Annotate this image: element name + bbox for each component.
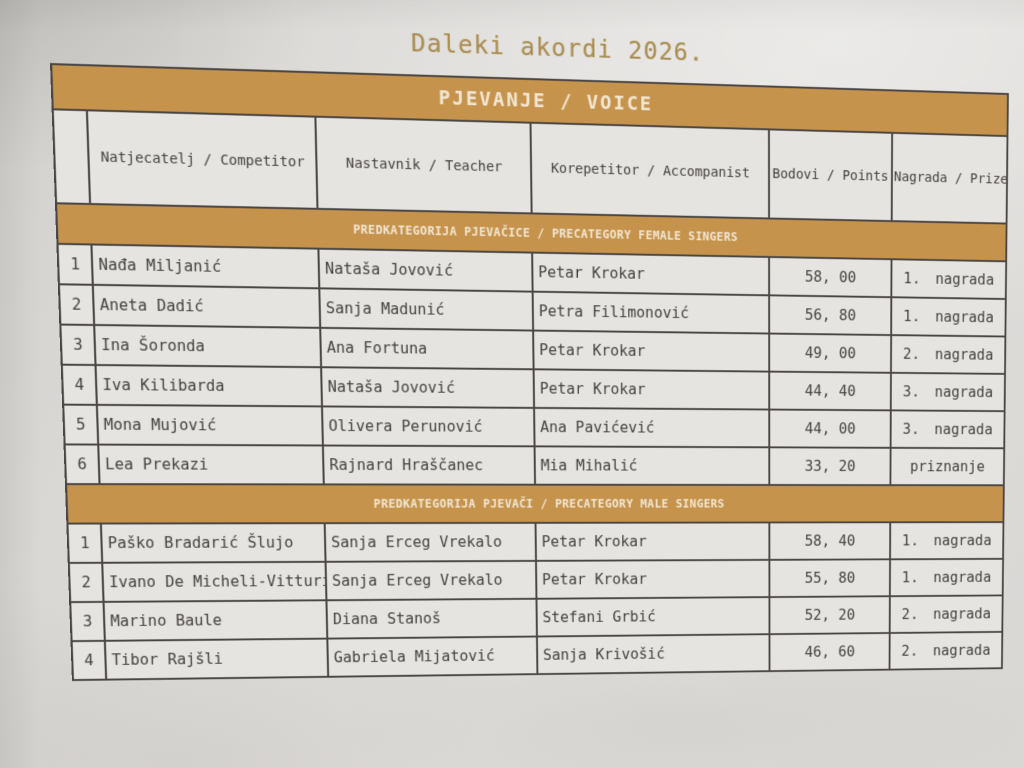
cell-teacher: Nataša Jovović <box>321 367 535 408</box>
cell-accompanist: Stefani Grbić <box>536 597 770 637</box>
cell-accompanist: Petar Krokar <box>533 330 770 372</box>
cell-prize: 1. nagrada <box>890 522 1004 560</box>
table-row: 1 Paško Bradarić Šlujo Sanja Erceg Vreka… <box>67 522 1004 563</box>
cell-prize: 1. nagrada <box>891 297 1006 337</box>
cell-points: 56, 80 <box>769 295 892 336</box>
cell-competitor: Iva Kilibarda <box>95 365 323 407</box>
column-header-number <box>52 109 91 204</box>
cell-competitor: Ina Šoronda <box>94 324 322 368</box>
cell-competitor: Paško Bradarić Šlujo <box>100 523 326 563</box>
cell-points: 33, 20 <box>769 447 891 486</box>
cell-teacher: Ana Fortuna <box>320 327 534 370</box>
cell-points: 58, 00 <box>769 256 892 298</box>
cell-accompanist: Petar Krokar <box>535 522 770 561</box>
cell-competitor: Mona Mujović <box>96 404 323 446</box>
cell-points: 55, 80 <box>769 559 891 598</box>
cell-accompanist: Petar Krokar <box>532 252 770 296</box>
cell-number: 1 <box>67 523 103 563</box>
cell-points: 44, 40 <box>769 371 891 411</box>
cell-accompanist: Sanja Krivošić <box>536 634 770 675</box>
cell-competitor: Lea Prekazi <box>98 444 324 485</box>
cell-points: 46, 60 <box>769 632 890 672</box>
cell-number: 2 <box>58 284 95 325</box>
cell-teacher: Sanja Erceg Vrekalo <box>325 560 537 601</box>
table-row: 6 Lea Prekazi Rajnard Hraščanec Mia Miha… <box>64 444 1005 486</box>
cell-teacher: Sanja Madunić <box>319 288 534 331</box>
cell-competitor: Aneta Dadić <box>92 284 321 328</box>
cell-prize: 3. nagrada <box>890 372 1006 412</box>
table-row: 4 Iva Kilibarda Nataša Jovović Petar Kro… <box>61 364 1006 412</box>
column-header-prize: Nagrada / Prize <box>891 132 1008 224</box>
cell-number: 4 <box>61 364 97 405</box>
cell-prize: 1. nagrada <box>891 259 1007 300</box>
cell-teacher: Gabriela Mijatović <box>327 636 538 677</box>
cell-prize: priznanje <box>890 447 1005 486</box>
cell-teacher: Diana Stanoš <box>326 598 537 639</box>
cell-accompanist: Mia Mihalić <box>534 446 770 485</box>
cell-points: 58, 40 <box>769 522 891 560</box>
table-row: 4 Tibor Rajšli Gabriela Mijatović Sanja … <box>71 631 1003 681</box>
column-header-competitor: Natjecatelj / Competitor <box>86 110 318 209</box>
cell-number: 6 <box>64 444 100 485</box>
section-band-title: PREDKATEGORIJA PJEVAČI / PRECATEGORY MAL… <box>66 484 1004 524</box>
cell-points: 52, 20 <box>769 596 890 635</box>
cell-accompanist: Petar Krokar <box>533 369 770 410</box>
cell-accompanist: Petar Krokar <box>535 559 770 599</box>
cell-number: 2 <box>68 562 104 603</box>
cell-teacher: Olivera Perunović <box>322 406 535 447</box>
cell-number: 3 <box>60 324 96 366</box>
cell-prize: 3. nagrada <box>890 410 1005 449</box>
cell-number: 1 <box>57 243 93 285</box>
cell-prize: 2. nagrada <box>890 335 1006 374</box>
table-row: 5 Mona Mujović Olivera Perunović Ana Pav… <box>63 404 1005 449</box>
cell-number: 3 <box>70 601 105 642</box>
cell-prize: 2. nagrada <box>889 631 1003 670</box>
cell-prize: 2. nagrada <box>889 595 1003 633</box>
document-content: Daleki akordi 2026. PJEVANJE / VOICE Nat… <box>50 29 1009 682</box>
results-table: PJEVANJE / VOICE Natjecatelj / Competito… <box>50 63 1009 681</box>
cell-points: 49, 00 <box>769 333 892 373</box>
cell-teacher: Rajnard Hraščanec <box>322 445 536 485</box>
cell-points: 44, 00 <box>769 409 891 448</box>
cell-teacher: Sanja Erceg Vrekalo <box>324 522 536 562</box>
column-header-accompanist: Korepetitor / Accompanist <box>530 122 770 219</box>
cell-accompanist: Petra Filimonović <box>532 291 770 334</box>
cell-competitor: Ivano De Micheli-Vitturi <box>102 561 327 602</box>
cell-competitor: Nađa Miljanić <box>91 244 320 289</box>
cell-teacher: Nataša Jovović <box>318 248 533 292</box>
cell-competitor: Marino Baule <box>103 600 328 641</box>
cell-prize: 1. nagrada <box>889 558 1004 597</box>
cell-number: 5 <box>63 404 99 445</box>
cell-number: 4 <box>71 640 107 681</box>
cell-accompanist: Ana Pavićević <box>534 407 770 448</box>
section-band-row: PREDKATEGORIJA PJEVAČI / PRECATEGORY MAL… <box>66 484 1004 524</box>
column-header-teacher: Nastavnik / Teacher <box>315 116 532 214</box>
column-header-points: Bodovi / Points <box>768 129 893 222</box>
cell-competitor: Tibor Rajšli <box>104 638 329 680</box>
